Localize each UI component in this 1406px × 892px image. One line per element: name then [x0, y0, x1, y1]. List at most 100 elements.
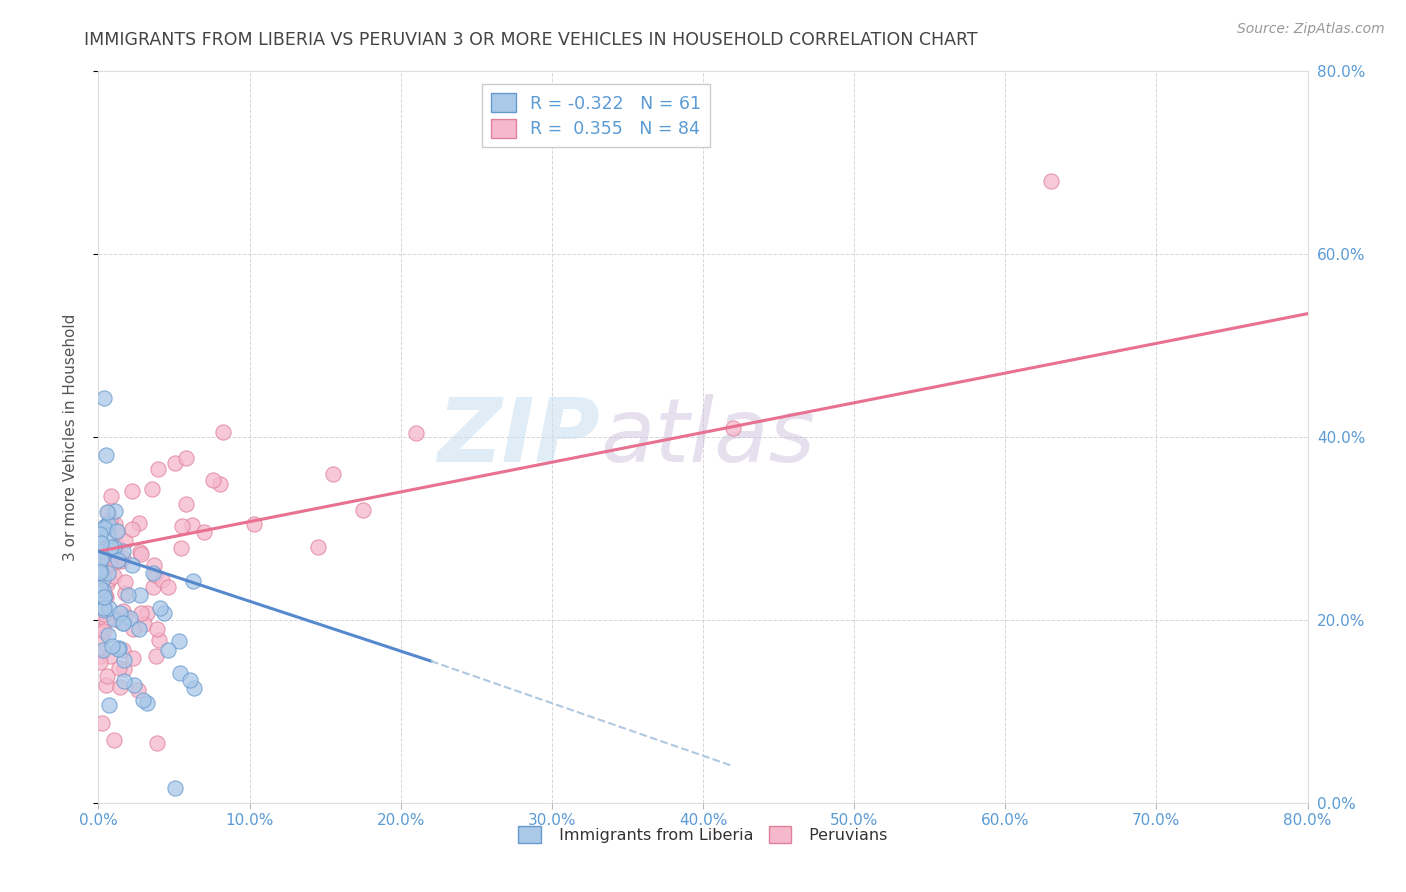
Point: [145, 648, 167, 663]
Point: [103, 569, 125, 583]
Point: [143, 567, 166, 582]
Point: [129, 547, 152, 561]
Point: [103, 733, 125, 747]
Point: [114, 574, 136, 589]
Point: [93, 624, 115, 638]
Point: [89, 550, 111, 565]
Point: [176, 497, 198, 511]
Point: [91, 550, 114, 565]
Point: [180, 517, 202, 532]
Point: [93, 603, 115, 617]
Point: [108, 661, 131, 675]
Point: [90, 623, 112, 637]
Point: [114, 609, 136, 624]
Point: [148, 461, 170, 475]
Point: [90, 552, 112, 566]
Point: [89, 556, 111, 570]
Point: [111, 616, 134, 631]
Point: [89, 565, 111, 579]
Point: [97, 516, 120, 531]
Point: [202, 473, 225, 487]
Point: [89, 655, 111, 669]
Point: [156, 643, 179, 657]
Point: [127, 683, 149, 698]
Point: [104, 516, 127, 531]
Point: [98, 513, 121, 527]
Point: [94, 448, 117, 462]
Point: [136, 606, 159, 620]
Point: [100, 489, 122, 503]
Point: [96, 505, 118, 519]
Point: [170, 518, 193, 533]
Point: [128, 622, 150, 636]
Point: [121, 651, 143, 665]
Text: ZIP: ZIP: [437, 393, 600, 481]
Point: [107, 642, 129, 657]
Point: [405, 425, 427, 440]
Point: [212, 425, 235, 440]
Point: [89, 649, 111, 664]
Point: [101, 639, 124, 653]
Point: [169, 541, 191, 555]
Point: [89, 570, 111, 584]
Point: [89, 581, 111, 595]
Point: [111, 604, 134, 618]
Point: [121, 522, 143, 536]
Point: [93, 590, 115, 604]
Point: [90, 632, 112, 647]
Point: [97, 572, 120, 586]
Point: [183, 574, 205, 588]
Point: [93, 521, 115, 535]
Point: [176, 451, 198, 466]
Point: [242, 516, 264, 531]
Point: [89, 544, 111, 558]
Point: [142, 566, 165, 580]
Point: [169, 634, 191, 648]
Point: [112, 662, 135, 676]
Point: [148, 632, 170, 647]
Point: [129, 588, 152, 602]
Point: [352, 503, 374, 517]
Point: [129, 606, 152, 620]
Point: [179, 673, 201, 687]
Point: [169, 666, 191, 681]
Point: [156, 580, 179, 594]
Point: [112, 551, 135, 566]
Point: [96, 577, 118, 591]
Point: [307, 540, 329, 554]
Point: [163, 781, 186, 796]
Point: [193, 525, 215, 540]
Point: [93, 600, 115, 615]
Point: [118, 611, 141, 625]
Point: [104, 524, 127, 538]
Point: [93, 607, 115, 621]
Point: [142, 580, 165, 594]
Point: [94, 519, 117, 533]
Point: [105, 524, 128, 539]
Point: [93, 590, 115, 604]
Point: [90, 555, 112, 569]
Point: [114, 534, 136, 549]
Point: [104, 504, 127, 518]
Legend:  Immigrants from Liberia,  Peruvians: Immigrants from Liberia, Peruvians: [512, 820, 894, 850]
Text: IMMIGRANTS FROM LIBERIA VS PERUVIAN 3 OR MORE VEHICLES IN HOUSEHOLD CORRELATION : IMMIGRANTS FROM LIBERIA VS PERUVIAN 3 OR…: [84, 31, 979, 49]
Point: [143, 558, 166, 573]
Point: [90, 536, 112, 550]
Point: [91, 572, 114, 586]
Point: [152, 606, 174, 620]
Text: atlas: atlas: [600, 394, 815, 480]
Point: [93, 588, 115, 602]
Point: [183, 681, 205, 695]
Point: [149, 601, 172, 615]
Y-axis label: 3 or more Vehicles in Household: 3 or more Vehicles in Household: [63, 313, 77, 561]
Point: [98, 698, 121, 712]
Point: [145, 622, 167, 636]
Point: [90, 716, 112, 731]
Point: [723, 421, 745, 435]
Point: [97, 600, 120, 615]
Point: [122, 678, 145, 692]
Point: [105, 538, 128, 552]
Point: [89, 558, 111, 572]
Point: [128, 516, 150, 531]
Point: [91, 643, 114, 657]
